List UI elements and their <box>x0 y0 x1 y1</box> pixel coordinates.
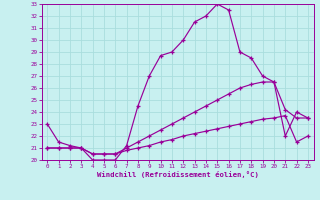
X-axis label: Windchill (Refroidissement éolien,°C): Windchill (Refroidissement éolien,°C) <box>97 171 259 178</box>
